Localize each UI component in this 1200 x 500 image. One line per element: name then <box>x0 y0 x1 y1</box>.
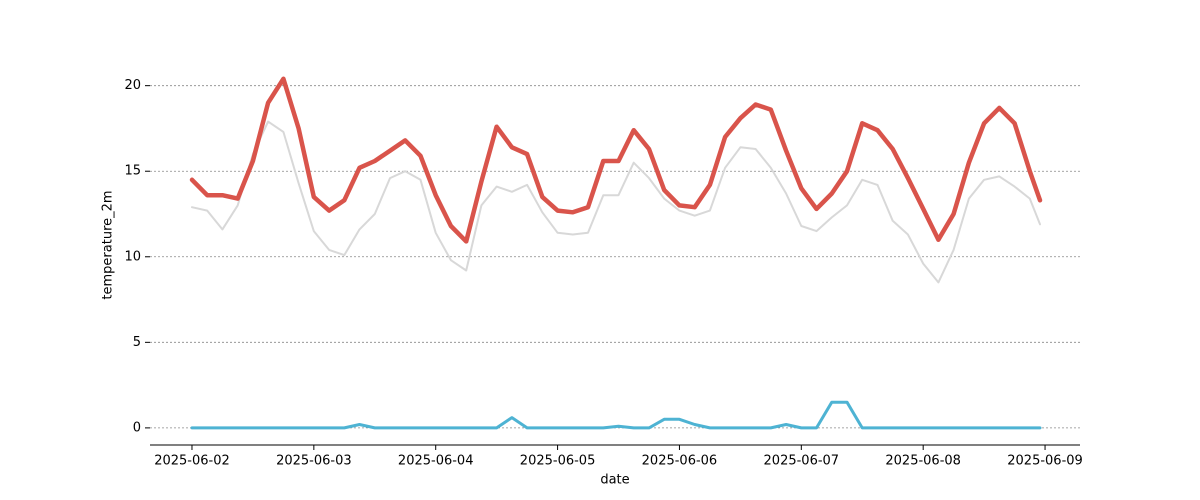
x-tick-label: 2025-06-02 <box>154 454 230 469</box>
y-tick-label: 15 <box>124 164 141 179</box>
y-tick-label: 20 <box>124 78 141 93</box>
y-tick-label: 0 <box>133 420 141 435</box>
x-tick-label: 2025-06-05 <box>520 454 596 469</box>
x-axis-label: date <box>600 473 629 488</box>
x-tick-label: 2025-06-09 <box>1007 454 1083 469</box>
y-tick-label: 5 <box>133 335 141 350</box>
x-tick-label: 2025-06-06 <box>642 454 718 469</box>
x-tick-label: 2025-06-08 <box>885 454 961 469</box>
x-tick-label: 2025-06-07 <box>764 454 840 469</box>
series-line <box>191 120 1041 284</box>
x-tick-label: 2025-06-03 <box>276 454 352 469</box>
series-line <box>190 400 1042 430</box>
x-tick-label: 2025-06-04 <box>398 454 474 469</box>
series-line <box>189 76 1043 244</box>
y-axis-label: temperature_2m <box>101 190 116 299</box>
y-tick-label: 10 <box>124 249 141 264</box>
